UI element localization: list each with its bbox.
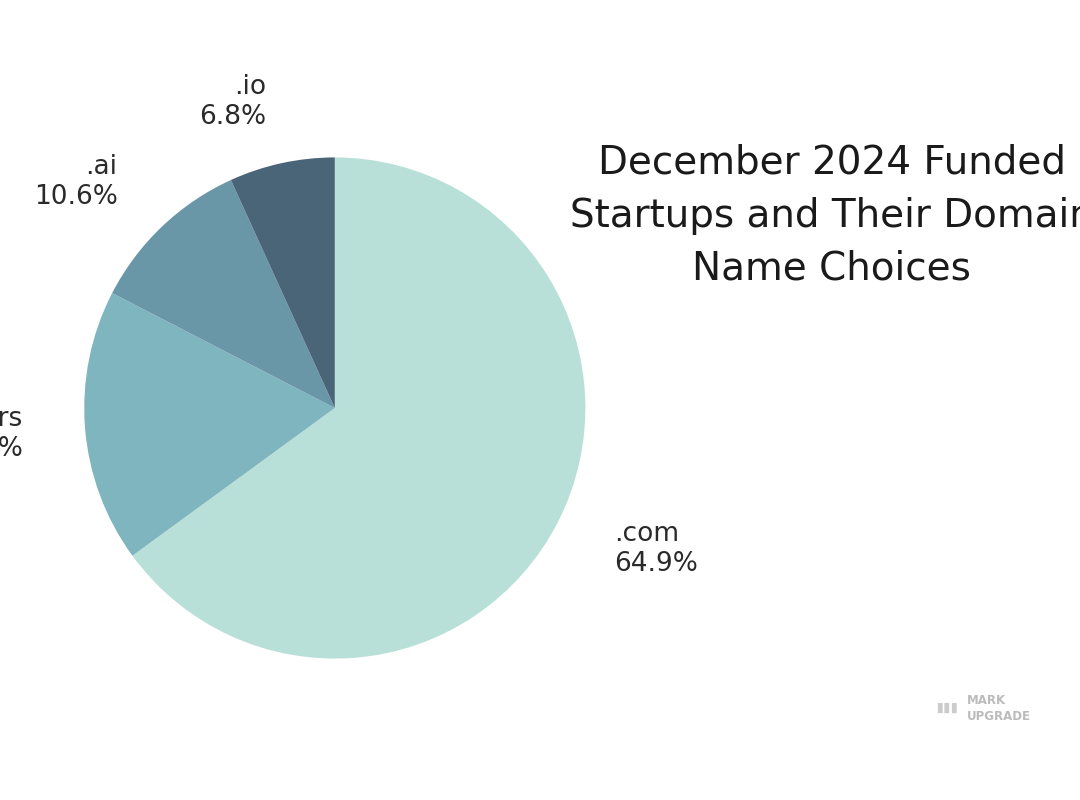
Text: December 2024 Funded
Startups and Their Domain
Name Choices: December 2024 Funded Startups and Their … bbox=[570, 144, 1080, 288]
Text: MARK
UPGRADE: MARK UPGRADE bbox=[967, 694, 1030, 722]
Text: others
17.6%: others 17.6% bbox=[0, 406, 23, 462]
Wedge shape bbox=[84, 293, 335, 556]
Text: .ai
10.6%: .ai 10.6% bbox=[33, 154, 118, 210]
Text: .io
6.8%: .io 6.8% bbox=[200, 74, 267, 130]
Wedge shape bbox=[231, 158, 335, 408]
Wedge shape bbox=[112, 180, 335, 408]
Wedge shape bbox=[133, 158, 585, 658]
Text: .com
64.9%: .com 64.9% bbox=[615, 522, 698, 578]
Text: ▋▋▋: ▋▋▋ bbox=[937, 703, 960, 713]
